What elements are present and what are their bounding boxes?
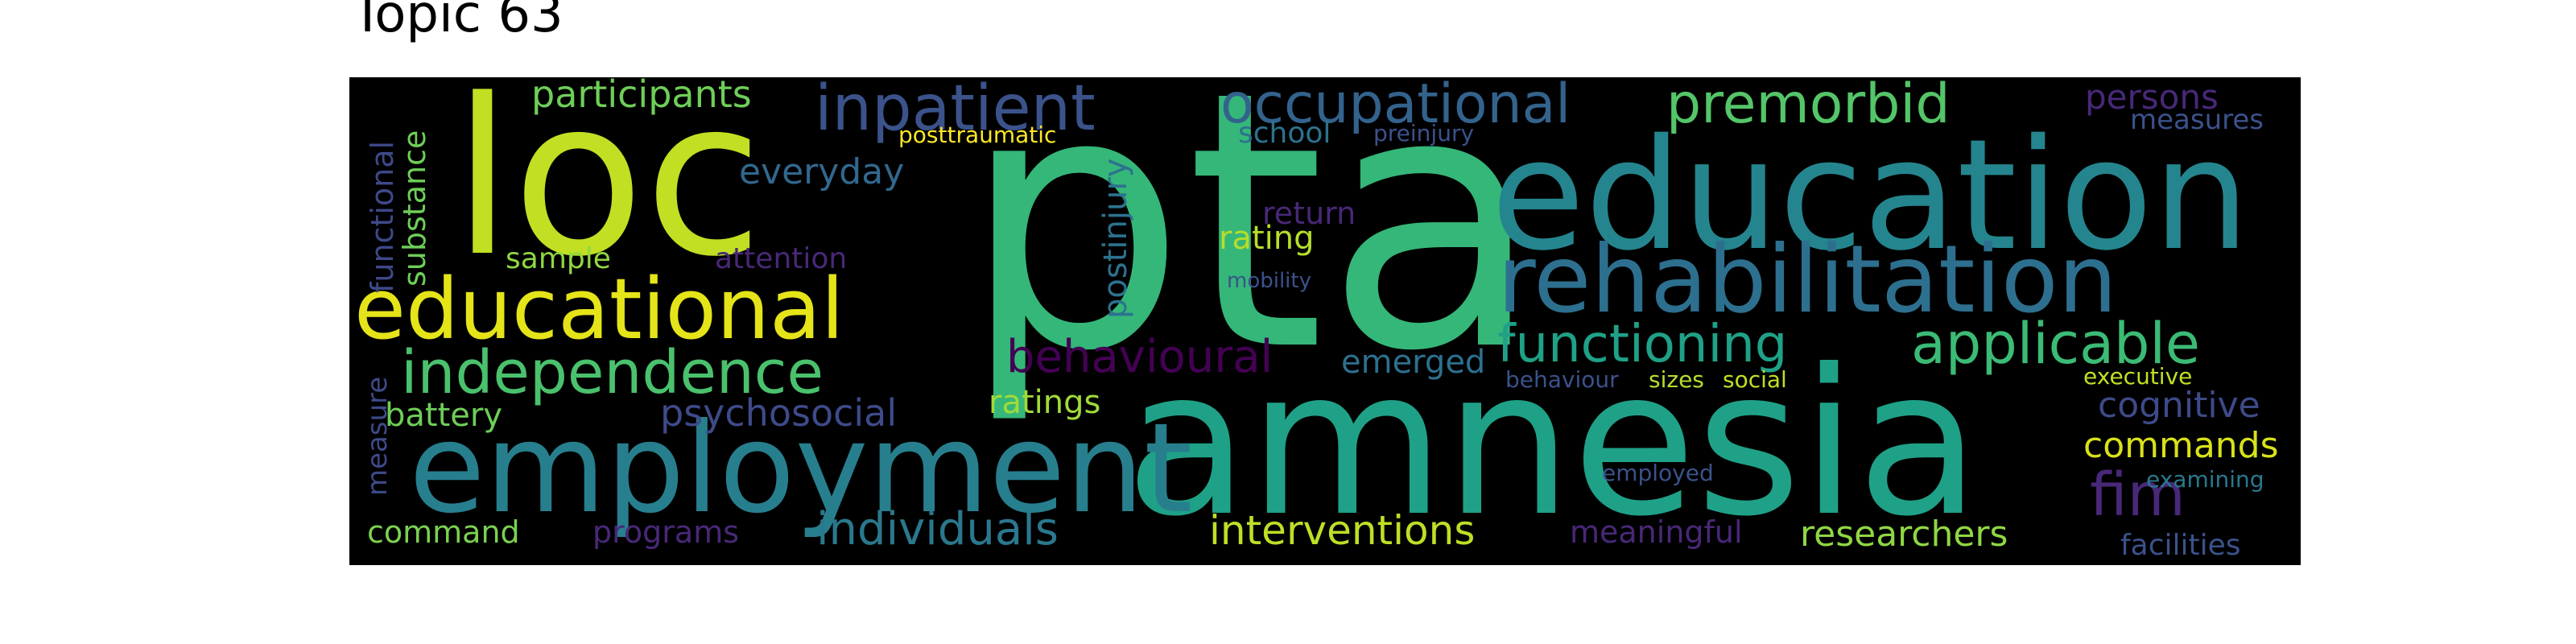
- word-cognitive: cognitive: [2098, 385, 2260, 426]
- word-command: command: [367, 514, 520, 550]
- word-posttraumatic: posttraumatic: [898, 122, 1057, 148]
- word-rating: rating: [1219, 220, 1315, 257]
- word-commands: commands: [2083, 425, 2279, 466]
- word-functional: functional: [365, 140, 400, 293]
- word-fim: fim: [2090, 460, 2186, 530]
- word-facilities: facilities: [2120, 529, 2241, 562]
- word-premorbid: premorbid: [1666, 77, 1951, 136]
- word-participants: participants: [531, 77, 752, 116]
- word-meaningful: meaningful: [1570, 514, 1743, 550]
- word-emerged: emerged: [1341, 344, 1486, 381]
- word-preinjury: preinjury: [1373, 120, 1475, 147]
- word-rehabilitation: rehabilitation: [1497, 225, 2118, 334]
- word-applicable: applicable: [1911, 311, 2200, 377]
- word-persons: persons: [2085, 77, 2219, 117]
- word-social: social: [1723, 366, 1787, 393]
- word-behaviour: behaviour: [1505, 366, 1619, 393]
- word-amnesia: amnesia: [1125, 326, 1980, 560]
- word-loc: loc: [452, 77, 763, 304]
- word-sample: sample: [506, 242, 611, 275]
- word-employment: employment: [409, 397, 1193, 541]
- word-educational: educational: [354, 260, 844, 358]
- word-executive: executive: [2083, 363, 2193, 390]
- word-programs: programs: [592, 514, 740, 550]
- word-mobility: mobility: [1227, 269, 1311, 293]
- word-researchers: researchers: [1800, 514, 2008, 555]
- word-substance: substance: [397, 130, 432, 287]
- word-functioning: functioning: [1497, 315, 1788, 374]
- word-battery: battery: [385, 397, 502, 434]
- word-independence: independence: [401, 338, 824, 407]
- word-everyday: everyday: [739, 151, 905, 192]
- word-education: education: [1491, 106, 2250, 284]
- figure-title: Topic 63: [352, 0, 564, 44]
- word-return: return: [1262, 196, 1356, 231]
- word-measures: measures: [2130, 104, 2264, 136]
- word-sizes: sizes: [1649, 366, 1704, 393]
- word-measure: measure: [361, 376, 394, 496]
- word-employed: employed: [1602, 460, 1714, 486]
- word-pta: pta: [961, 77, 1542, 428]
- word-behavioural: behavioural: [1006, 331, 1274, 383]
- word-inpatient: inpatient: [815, 77, 1096, 145]
- word-psychosocial: psychosocial: [660, 391, 898, 435]
- word-interventions: interventions: [1209, 507, 1476, 554]
- word-examining: examining: [2146, 466, 2264, 493]
- word-school: school: [1238, 117, 1331, 150]
- word-cloud: pta amnesia loc education rehabilitation…: [349, 77, 2301, 565]
- word-attention: attention: [715, 242, 848, 275]
- word-ratings: ratings: [989, 384, 1101, 421]
- word-occupational: occupational: [1220, 77, 1571, 136]
- word-individuals: individuals: [816, 503, 1059, 555]
- word-postinjury: postinjury: [1097, 158, 1134, 319]
